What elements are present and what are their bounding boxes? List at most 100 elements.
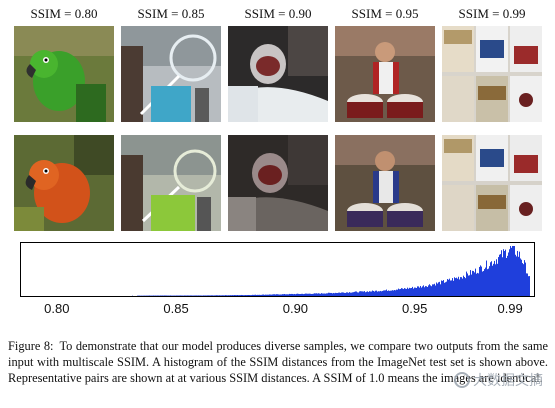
histogram-bar	[357, 292, 358, 296]
histogram-bar	[447, 279, 448, 296]
histogram-bar	[482, 271, 483, 296]
histogram-bar	[512, 246, 513, 296]
histogram-bar	[304, 293, 305, 296]
histogram-bar	[296, 293, 297, 296]
histogram-bar	[351, 292, 352, 296]
histogram-bar	[149, 295, 150, 296]
histogram-bar	[262, 294, 263, 296]
histogram-bar	[330, 292, 331, 296]
histogram-bar	[464, 277, 465, 296]
x-tick-0-95: 0.95	[402, 301, 428, 316]
histogram-bar	[341, 292, 342, 296]
histogram-bar	[250, 295, 251, 296]
histogram-bar	[504, 251, 505, 296]
histogram-bar	[180, 295, 181, 296]
histogram-bar	[272, 294, 273, 296]
histogram-bar	[422, 286, 423, 296]
histogram-bar	[279, 294, 280, 296]
histogram-bar	[507, 255, 508, 296]
histogram-bar	[456, 277, 457, 296]
histogram-bar	[479, 266, 480, 296]
histogram-bar	[498, 257, 499, 296]
histogram-bar	[385, 290, 386, 296]
histogram-bar	[234, 295, 235, 296]
histogram-bar	[310, 293, 311, 296]
histogram-bar	[321, 293, 322, 296]
histogram-bar	[153, 295, 154, 296]
histogram-bar	[273, 294, 274, 296]
histogram-bar	[383, 290, 384, 296]
histogram-bar	[486, 260, 487, 296]
histogram-bar	[241, 294, 242, 296]
x-tick-0-90: 0.90	[282, 301, 309, 316]
histogram-bar	[253, 294, 254, 296]
histogram-bar	[403, 289, 404, 296]
histogram-bar	[259, 294, 260, 296]
histogram-bar	[328, 292, 329, 296]
histogram-bar	[287, 294, 288, 296]
histogram-bar	[371, 291, 372, 296]
histogram-bar	[232, 295, 233, 296]
histogram-bar	[211, 295, 212, 296]
histogram-bar	[502, 257, 503, 296]
histogram-bar	[190, 295, 191, 296]
histogram-bar	[196, 295, 197, 296]
histogram-bar	[224, 295, 225, 296]
histogram-bar	[252, 294, 253, 296]
histogram-bar	[360, 291, 361, 296]
histogram-bar	[318, 293, 319, 296]
histogram-bar	[205, 295, 206, 296]
x-tick-0-85: 0.85	[163, 301, 189, 316]
histogram-bar	[281, 294, 282, 296]
histogram-bar	[263, 294, 264, 296]
histogram-bar	[221, 295, 222, 296]
histogram-bar	[342, 292, 343, 296]
histogram-bar	[335, 292, 336, 296]
histogram-bar	[243, 295, 244, 296]
histogram-bar	[484, 269, 485, 296]
histogram-bar	[291, 293, 292, 296]
histogram-bar	[473, 271, 474, 296]
histogram-bar	[284, 293, 285, 296]
histogram-bar	[511, 247, 512, 296]
watermark-text: 大数据文摘	[473, 373, 543, 389]
histogram-bar	[225, 295, 226, 296]
histogram-bar	[365, 292, 366, 296]
histogram-bar	[494, 260, 495, 296]
histogram-bar	[434, 283, 435, 296]
histogram-bar	[515, 254, 516, 296]
histogram-bar	[444, 282, 445, 296]
histogram-bar	[227, 295, 228, 296]
histogram-bar	[194, 295, 195, 296]
histogram-bar	[356, 291, 357, 296]
histogram-bar	[388, 290, 389, 296]
histogram-bar	[483, 271, 484, 296]
histogram-bar	[520, 258, 521, 296]
histogram-bar	[387, 290, 388, 296]
histogram-bar	[466, 271, 467, 296]
histogram-bar	[481, 266, 482, 296]
histogram-bar	[220, 295, 221, 296]
histogram-bar	[467, 273, 468, 296]
histogram-bar	[269, 294, 270, 296]
histogram-bar	[384, 290, 385, 296]
histogram-bar	[458, 276, 459, 296]
histogram-bar	[288, 294, 289, 296]
histogram-bar	[516, 256, 517, 296]
histogram-bar	[439, 281, 440, 296]
image-parrot-orange	[14, 135, 114, 231]
histogram-bar	[441, 280, 442, 296]
histogram-bar	[418, 286, 419, 296]
histogram-bar	[277, 294, 278, 296]
histogram-bar	[397, 289, 398, 296]
histogram-bar	[213, 295, 214, 296]
histogram-bar	[185, 295, 186, 296]
histogram-bar	[508, 252, 509, 296]
histogram-bar	[480, 265, 481, 296]
histogram-bar	[338, 292, 339, 296]
histogram-bar	[519, 251, 520, 296]
histogram-bar	[392, 290, 393, 296]
histogram-bar	[187, 295, 188, 296]
histogram-bar	[293, 294, 294, 296]
histogram-bar	[427, 287, 428, 296]
